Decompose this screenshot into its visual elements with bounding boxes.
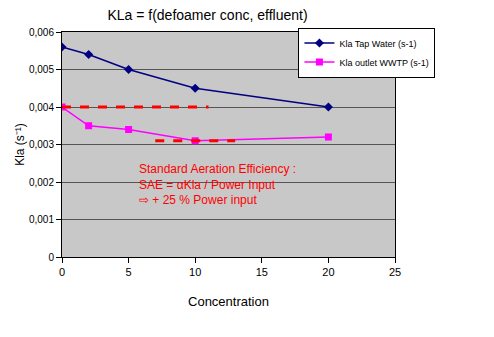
- svg-text:Standard Aeration Efficiency :: Standard Aeration Efficiency :SAE = αKla…: [139, 162, 296, 207]
- svg-text:25: 25: [389, 266, 401, 278]
- svg-text:0: 0: [59, 266, 65, 278]
- svg-text:0,002: 0,002: [29, 177, 54, 188]
- svg-text:KLa = f(defoamer conc, effluen: KLa = f(defoamer conc, effluent): [107, 7, 307, 23]
- svg-text:5: 5: [126, 266, 132, 278]
- svg-text:0,006: 0,006: [29, 27, 54, 38]
- svg-text:Kla Tap Water (s-1): Kla Tap Water (s-1): [339, 39, 416, 49]
- svg-text:Kla (s⁻¹): Kla (s⁻¹): [13, 123, 27, 166]
- svg-text:0,003: 0,003: [29, 139, 54, 150]
- svg-text:0,005: 0,005: [29, 64, 54, 75]
- svg-text:10: 10: [189, 266, 201, 278]
- svg-text:15: 15: [256, 266, 268, 278]
- svg-text:Concentration: Concentration: [188, 294, 269, 309]
- svg-text:0,001: 0,001: [29, 214, 54, 225]
- svg-text:0: 0: [48, 252, 54, 263]
- svg-text:Kla outlet WWTP (s-1): Kla outlet WWTP (s-1): [339, 58, 428, 68]
- svg-text:20: 20: [322, 266, 334, 278]
- svg-text:0,004: 0,004: [29, 102, 54, 113]
